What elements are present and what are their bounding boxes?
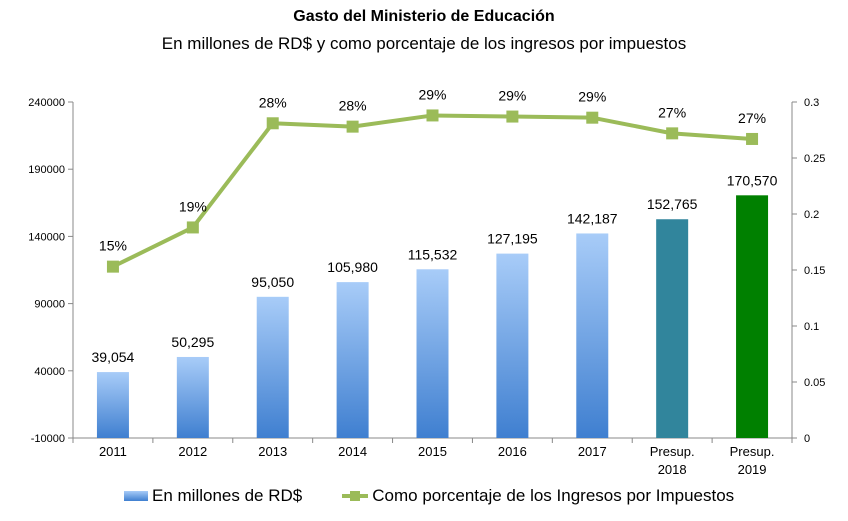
line-marker [666,127,679,140]
x-tick-label: 2016 [498,444,527,459]
line-marker [426,109,439,122]
line-data-label: 29% [418,86,446,102]
y-left-tick-label: -10000 [31,433,65,445]
legend-swatch-line [342,491,369,501]
bar-data-label: 142,187 [567,210,618,226]
legend-label-line: Como porcentaje de los Ingresos por Impu… [372,486,735,505]
chart-subtitle: En millones de RD$ y como porcentaje de … [161,34,687,53]
y-left-tick-label: 90000 [34,299,65,311]
y-right-tick-label: 0 [804,433,810,445]
data-labels: 39,054 50,295 95,050 105,980 115,532 127,195 1… [92,86,778,365]
x-tick-label: 2014 [338,444,367,459]
chart-title: Gasto del Ministerio de Educación [293,8,555,25]
y-right-tick-label: 0.15 [804,265,825,277]
y-right-tick-label: 0.1 [804,321,819,333]
bar-data-label: 127,195 [487,231,538,247]
line-marker [586,111,599,124]
bar-data-label: 50,295 [171,334,214,350]
y-right-tick-label: 0.2 [804,209,819,221]
bar-data-label: 152,765 [647,196,698,212]
bar-data-label: 170,570 [727,172,778,188]
x-tick-label: 2015 [418,444,447,459]
x-tick-label: 2011 [99,444,127,459]
bar-series [96,195,769,438]
line-data-label: 29% [578,89,606,105]
line-marker [106,260,119,273]
y-right-tick-label: 0.25 [804,153,825,165]
bar-data-label: 115,532 [408,246,458,262]
bar [656,219,689,438]
bar [96,372,129,438]
bar [256,296,289,438]
x-tick-label: Presup. [730,444,775,459]
line-data-label: 28% [339,98,367,114]
bar [336,282,369,438]
legend-swatch-bars [124,491,148,501]
y-left-tick-label: 140000 [28,231,65,243]
legend-label-bars: En millones de RD$ [152,486,303,505]
line-data-label: 29% [498,88,526,104]
y-right-tick-label: 0.05 [804,377,825,389]
line-data-label: 27% [738,110,766,126]
x-tick-label: 2017 [578,444,607,459]
line-marker [266,117,279,130]
y-left-tick-label: 190000 [28,164,65,176]
bar [576,233,609,438]
line-marker [346,120,359,133]
line-data-label: 28% [259,94,287,110]
y-left-tick-label: 40000 [34,366,65,378]
bar-data-label: 95,050 [251,274,294,290]
bar [496,253,529,438]
line-data-label: 15% [99,238,127,254]
bar [176,356,209,438]
bar-data-label: 105,980 [327,259,378,275]
legend: En millones de RD$ Como porcentaje de lo… [124,486,734,506]
bar-data-label: 39,054 [92,349,135,365]
bar [736,195,769,438]
x-tick-label: 2018 [658,462,687,477]
line-data-label: 27% [658,104,686,120]
x-tick-label: 2012 [178,444,207,459]
x-tick-label: Presup. [650,444,695,459]
y-left-tick-label: 240000 [28,97,65,109]
line-data-label: 19% [179,198,207,214]
line-marker [186,221,199,234]
x-tick-label: 2013 [258,444,287,459]
line-series [106,109,759,273]
y-right-tick-label: 0.3 [804,97,819,109]
line-marker [506,110,519,123]
x-tick-label: 2019 [738,462,767,477]
bar [416,269,449,438]
line-marker [746,132,759,145]
